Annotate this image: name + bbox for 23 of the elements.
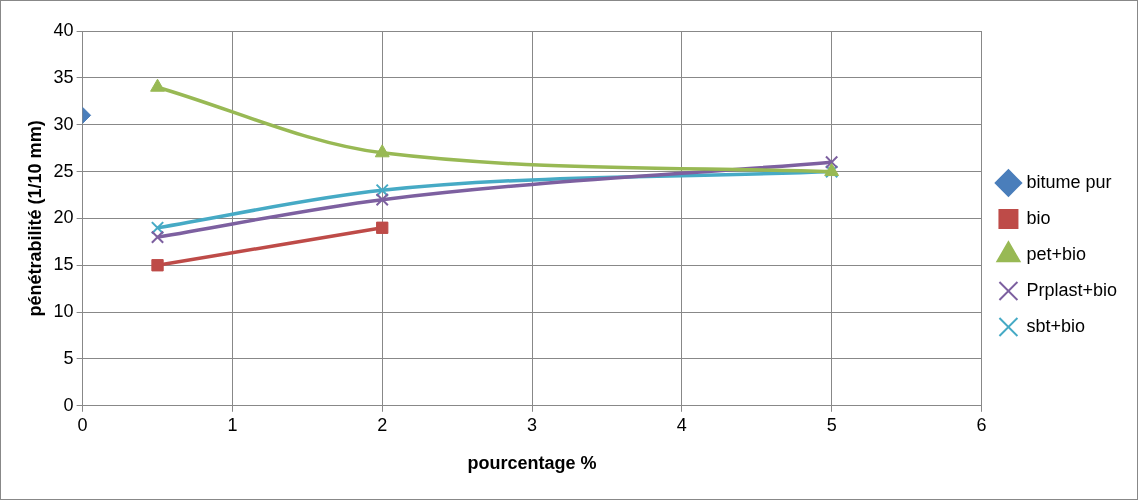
- legend-label: sbt+bio: [1026, 315, 1085, 336]
- y-tick-label: 20: [53, 207, 74, 228]
- y-tick-label: 15: [53, 254, 74, 275]
- y-tick-label: 35: [53, 66, 74, 87]
- x-axis-title: pourcentage %: [467, 453, 597, 474]
- legend-label: Prplast+bio: [1026, 279, 1118, 300]
- y-tick-label: 10: [53, 301, 74, 322]
- x-tick-label: 6: [976, 414, 987, 435]
- y-tick-label: 30: [53, 113, 74, 134]
- legend-label: bitume pur: [1026, 171, 1112, 192]
- y-tick-label: 5: [63, 347, 74, 368]
- y-tick-label: 0: [63, 394, 74, 415]
- legend-label: bio: [1026, 207, 1051, 228]
- y-axis-title: pénétrabilité (1/10 mm): [24, 120, 45, 317]
- x-tick-label: 3: [527, 414, 538, 435]
- x-tick-label: 5: [826, 414, 837, 435]
- y-tick-label: 40: [53, 19, 74, 40]
- x-tick-label: 4: [676, 414, 687, 435]
- x-tick-label: 0: [77, 414, 88, 435]
- y-tick-label: 25: [53, 160, 74, 181]
- legend-label: pet+bio: [1026, 243, 1087, 264]
- x-tick-label: 2: [377, 414, 388, 435]
- x-tick-label: 1: [227, 414, 238, 435]
